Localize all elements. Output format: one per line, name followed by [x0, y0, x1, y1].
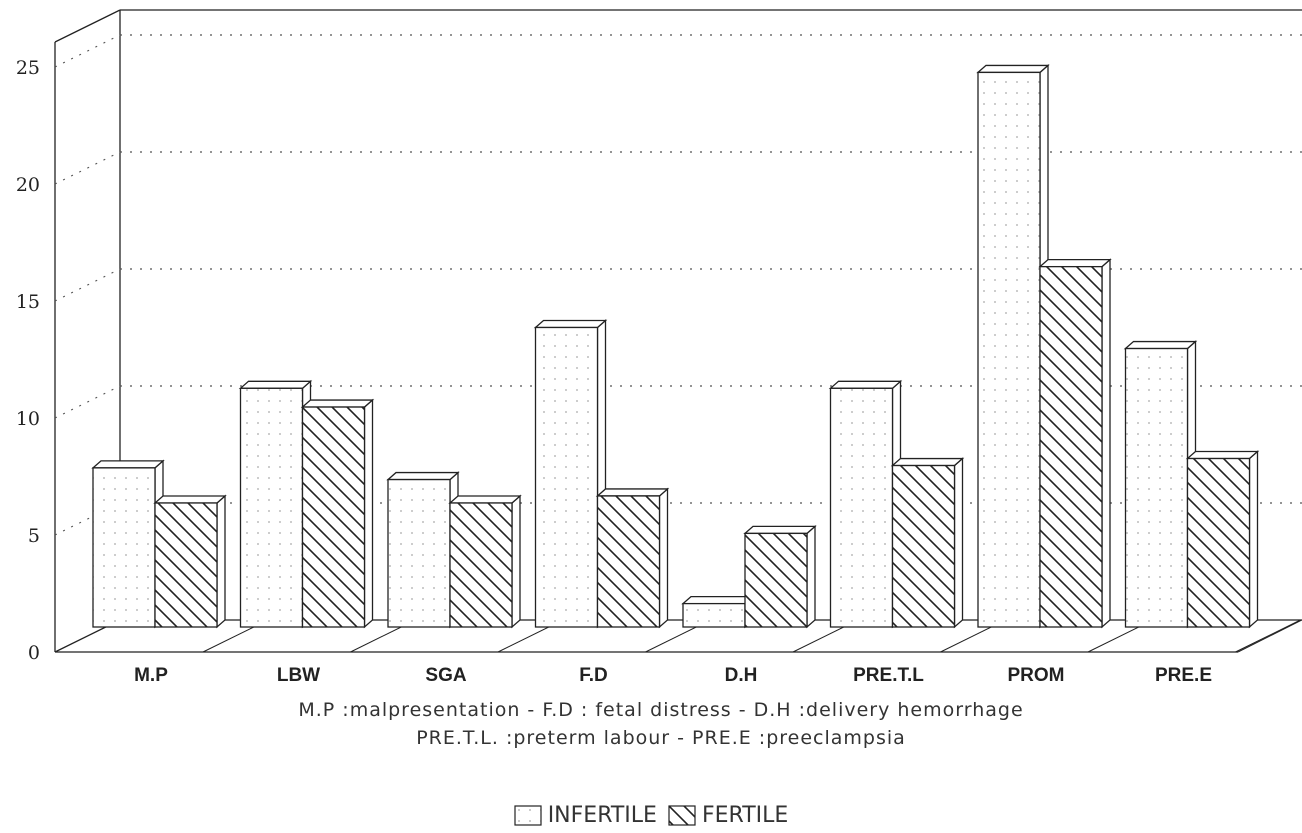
bar-top: [91, 460, 165, 469]
bar-infertile-prom: [976, 63, 1050, 629]
bar-top: [828, 380, 903, 389]
y-axis: 0 5 10 15 20 25: [16, 34, 1302, 664]
y-tick-label: 10: [16, 408, 40, 430]
bar-side: [363, 398, 374, 629]
bar-fertile-pree: [1185, 450, 1260, 629]
bar-top: [1185, 450, 1260, 460]
bar-front: [977, 71, 1041, 628]
bar-front: [92, 467, 156, 628]
bar-infertile-mp: [91, 459, 165, 629]
gridline-diagonal: [54, 151, 121, 185]
x-axis: M.P LBW SGA F.D D.H PRE.T.L PROM PRE.E: [134, 665, 1212, 686]
bar-top: [1123, 340, 1198, 350]
bar-side: [1248, 450, 1259, 629]
gridline-diagonal: [54, 34, 121, 68]
bar-top: [300, 399, 375, 408]
bars-layer: [91, 63, 1301, 653]
bar-top: [595, 488, 670, 497]
bar-front: [387, 478, 451, 628]
bar-front: [239, 387, 304, 628]
bar-infertile-dh: [681, 595, 755, 629]
y-tick-label: 15: [16, 291, 40, 313]
bar-fertile-mp: [153, 494, 227, 629]
bar-front: [744, 532, 808, 628]
gridline-diagonal: [54, 268, 121, 302]
abbreviation-note-1: M.P :malpresentation - F.D : fetal distr…: [298, 699, 1024, 721]
bar-top: [890, 457, 965, 467]
bar-top: [448, 495, 522, 504]
bar-infertile-pree: [1123, 340, 1198, 629]
bar-top: [743, 525, 817, 535]
bar-fertile-fd: [595, 487, 670, 629]
y-tick-label: 5: [28, 525, 40, 547]
y-tick-label: 20: [16, 174, 40, 196]
floor-separator: [1235, 619, 1301, 653]
bar-fertile-pretl: [890, 457, 965, 629]
floor-right-edge: [1237, 619, 1302, 653]
x-category-label: F.D: [579, 665, 608, 686]
legend: INFERTILE FERTILE: [0, 803, 1302, 833]
bar-fertile-sga: [448, 494, 522, 629]
legend-item-infertile: INFERTILE: [514, 803, 657, 828]
x-category-label: PROM: [1008, 665, 1065, 686]
bar-front: [1186, 457, 1251, 628]
x-category-label: D.H: [725, 665, 758, 686]
bar-front: [1124, 347, 1189, 628]
bar-front: [1039, 265, 1103, 628]
bar-fertile-prom: [1038, 258, 1112, 629]
bar-front: [829, 387, 894, 628]
hatched-swatch-icon: [668, 804, 696, 826]
bar-top: [533, 319, 608, 329]
bar-side: [953, 457, 964, 629]
bar-side: [806, 524, 816, 629]
bar-front: [449, 502, 513, 628]
bar-fertile-dh: [743, 524, 817, 629]
x-category-label: M.P: [134, 665, 168, 686]
bar-top: [238, 380, 313, 389]
bar-front: [596, 495, 661, 628]
y-tick-label: 0: [28, 642, 40, 664]
bar-front: [154, 502, 218, 628]
bar-infertile-fd: [533, 319, 608, 629]
bar-infertile-lbw: [238, 379, 313, 629]
bar-top: [976, 64, 1050, 74]
gridline-diagonal: [54, 502, 121, 536]
bar-top: [153, 495, 227, 504]
y-tick-label: 25: [16, 57, 40, 79]
bar-top: [681, 595, 755, 605]
gridline-diagonal: [54, 385, 121, 419]
bar-side: [1101, 258, 1111, 629]
frame-top-diagonal: [54, 9, 121, 43]
legend-label-fertile: FERTILE: [701, 803, 789, 828]
x-category-label: SGA: [425, 665, 466, 686]
bar-top: [1038, 258, 1112, 268]
bar-top: [386, 471, 460, 481]
bar-fertile-lbw: [300, 398, 375, 629]
bar-chart: 0 5 10 15 20 25 M.P LBW SGA F.D D.H PRE.T.L PROM PRE…: [16, 9, 1302, 686]
bar-front: [301, 406, 366, 628]
bar-side: [658, 487, 669, 629]
abbreviation-note-2: PRE.T.L. :preterm labour - PRE.E :preecl…: [416, 727, 906, 749]
x-category-label: LBW: [277, 665, 320, 686]
bar-front: [682, 602, 746, 628]
bar-side: [216, 494, 226, 629]
bar-front: [534, 326, 599, 628]
dotted-swatch-icon: [514, 804, 542, 826]
legend-label-infertile: INFERTILE: [547, 803, 657, 828]
bar-infertile-sga: [386, 471, 460, 629]
legend-item-fertile: FERTILE: [668, 803, 788, 828]
bar-front: [891, 464, 956, 628]
bar-side: [511, 494, 521, 629]
bar-infertile-pretl: [828, 379, 903, 629]
x-category-label: PRE.T.L: [853, 665, 924, 686]
x-category-label: PRE.E: [1155, 665, 1212, 686]
